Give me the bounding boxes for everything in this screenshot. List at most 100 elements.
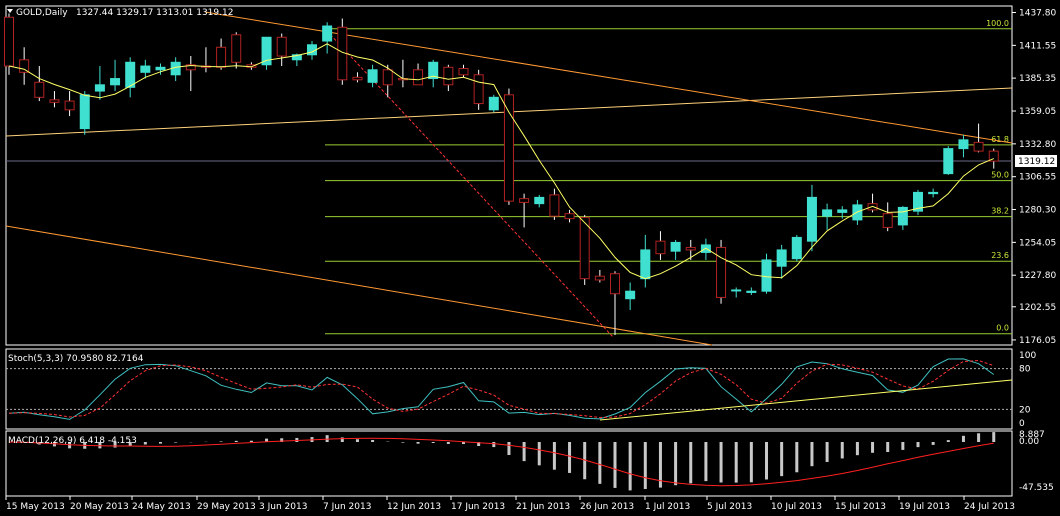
date-label-1: 20 May 2013 [70, 502, 129, 512]
candle-body-58 [882, 213, 893, 228]
date-label-11: 5 Jul 2013 [707, 502, 752, 512]
fib-label-3: 38.2 [991, 207, 1009, 216]
candle-body-4 [64, 100, 75, 111]
stoch-tick-label-2: 20 [1019, 405, 1031, 415]
time-axis: 15 May 2013 20 May 2013 24 May 2013 29 May … [5, 496, 1015, 512]
candle-body-9 [140, 65, 151, 73]
candle-body-41 [625, 290, 636, 300]
candle-body-48 [731, 289, 742, 292]
price-tick-label-9: 1202.55 [1019, 303, 1056, 313]
macd-panel [8, 432, 996, 491]
candle-body-34 [519, 198, 530, 203]
candle-body-28 [428, 61, 439, 80]
current-price-badge [1015, 155, 1057, 167]
candle-body-8 [125, 61, 136, 88]
candle-body-6 [94, 84, 105, 92]
ohlc-values: 1327.44 1329.17 1313.01 1319.12 [76, 8, 233, 18]
candle-body-21 [322, 25, 333, 42]
candle-body-12 [185, 64, 196, 71]
candle-body-43 [655, 240, 666, 255]
stoch-tick-label-1: 80 [1019, 365, 1031, 375]
candle-body-55 [837, 209, 848, 213]
moving-average [8, 43, 994, 280]
macd-title: MACD(12,26,9) 6.418 -4.153 [8, 436, 137, 446]
candle-body-42 [640, 249, 651, 280]
stoch-tick-label-3: 0 [1019, 419, 1025, 429]
price-tick-label-3: 1359.05 [1019, 107, 1056, 117]
candle-body-31 [473, 74, 484, 105]
date-label-10: 1 Jul 2013 [645, 502, 690, 512]
candle-body-39 [594, 275, 605, 281]
candle-body-64 [973, 141, 984, 152]
date-label-2: 24 May 2013 [132, 502, 191, 512]
date-label-8: 21 Jun 2013 [516, 502, 570, 512]
candle-body-17 [261, 36, 272, 66]
candle-body-61 [928, 191, 939, 195]
candle-body-52 [791, 236, 802, 260]
price-tick-label-6: 1280.30 [1019, 206, 1056, 216]
current-price-label: 1319.12 [1018, 157, 1055, 167]
candle-body-25 [382, 69, 393, 86]
macd-tick-label-0: 8.887 [1019, 430, 1045, 440]
fib-label-4: 23.6 [991, 251, 1009, 260]
ma-line [8, 43, 994, 280]
date-label-14: 19 Jul 2013 [899, 502, 950, 512]
stoch-trendline [599, 379, 1013, 421]
macd-tick-label-2: -47.535 [1019, 483, 1054, 493]
candle-body-35 [534, 196, 545, 205]
candle-body-51 [776, 249, 787, 267]
candle-body-37 [564, 213, 575, 220]
stoch-tick-label-0: 100 [1019, 351, 1036, 361]
price-tick-label-0: 1437.80 [1019, 9, 1056, 19]
panel-border-1 [5, 348, 1013, 430]
candle-body-24 [367, 69, 378, 83]
candle-body-65 [988, 150, 999, 162]
candle-body-5 [79, 94, 90, 130]
fib-label-1: 61.8 [991, 135, 1009, 144]
candle-body-32 [488, 96, 499, 111]
macd-signal-line [8, 437, 994, 487]
price-tick-label-5: 1306.55 [1019, 173, 1056, 183]
date-label-13: 15 Jul 2013 [835, 502, 886, 512]
candle-body-0 [4, 16, 14, 67]
candle-body-27 [413, 69, 424, 86]
date-label-5: 7 Jun 2013 [323, 502, 371, 512]
fib-label-0: 100.0 [986, 19, 1009, 28]
fibonacci-levels: 100.0 61.8 50.0 38.2 23.6 0.0 [325, 19, 1012, 335]
candle-body-29 [443, 66, 454, 86]
price-tick-label-4: 1332.80 [1019, 140, 1056, 150]
candle-body-36 [549, 194, 560, 217]
candle-body-2 [34, 81, 45, 98]
price-tick-label-7: 1254.05 [1019, 238, 1056, 248]
candle-body-23 [352, 76, 363, 81]
candle-body-63 [958, 139, 969, 150]
candle-body-54 [822, 209, 833, 217]
price-tick-label-10: 1176.05 [1019, 336, 1056, 346]
dropdown-triangle-icon[interactable] [7, 9, 13, 13]
candle-body-14 [216, 46, 227, 68]
candle-body-62 [943, 148, 954, 175]
price-tick-label-2: 1385.35 [1019, 74, 1056, 84]
candlestick-series [4, 13, 999, 335]
symbol-dropdown[interactable]: GOLD,Daily [7, 8, 68, 18]
candle-body-45 [685, 246, 696, 251]
price-axis: 1437.80 1411.55 1385.35 1359.05 1332.80 1306.… [1012, 9, 1056, 493]
candle-body-10 [155, 66, 166, 71]
candle-body-18 [276, 36, 287, 57]
stoch-signal-line [8, 359, 994, 419]
stoch-title: Stoch(5,3,3) 70.9580 82.7164 [8, 354, 144, 364]
candle-body-15 [231, 34, 242, 63]
date-label-4: 3 Jun 2013 [259, 502, 307, 512]
candle-body-38 [579, 216, 590, 280]
candle-body-50 [761, 259, 772, 292]
candle-body-49 [746, 290, 757, 293]
candle-body-3 [49, 99, 60, 103]
candle-body-40 [610, 273, 620, 295]
candle-body-19 [291, 54, 302, 61]
date-label-7: 17 Jun 2013 [451, 502, 505, 512]
panel-border-2 [5, 430, 1013, 497]
candle-body-33 [503, 94, 514, 202]
candle-body-44 [670, 241, 681, 252]
lower-channel-line [5, 225, 713, 346]
